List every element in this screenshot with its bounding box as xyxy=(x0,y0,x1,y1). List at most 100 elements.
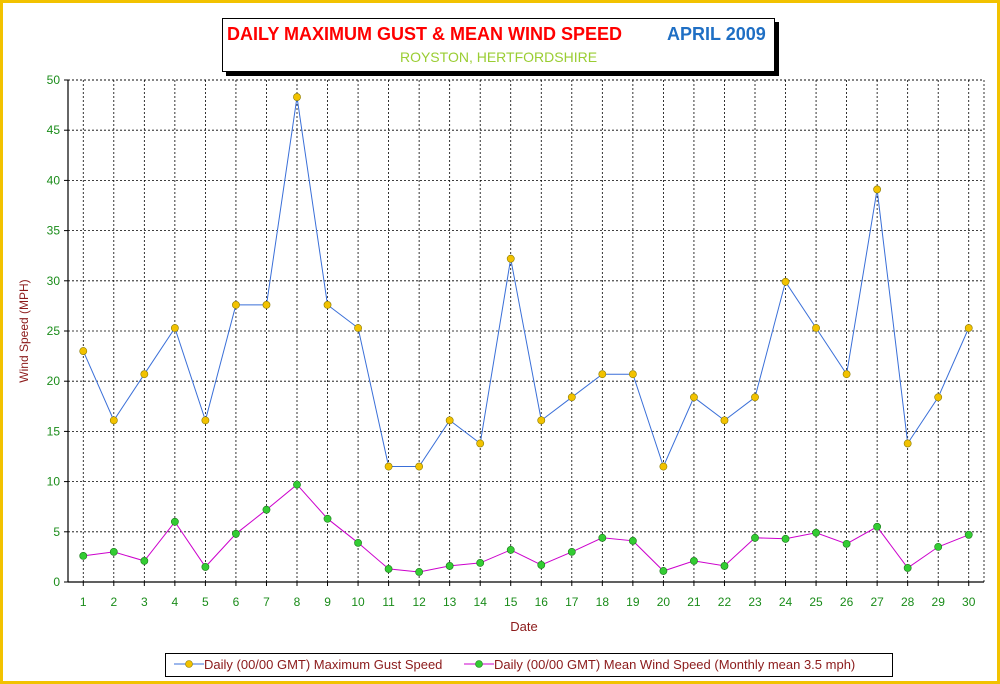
data-point-mean xyxy=(262,505,271,514)
x-tick-label: 1 xyxy=(80,595,87,609)
data-point-gust xyxy=(506,254,515,263)
data-point-gust xyxy=(79,347,88,355)
data-point-gust xyxy=(628,370,637,379)
data-point-mean xyxy=(476,559,485,567)
data-point-gust xyxy=(415,462,424,471)
y-axis-title: Wind Speed (MPH) xyxy=(17,279,31,382)
data-point-gust xyxy=(842,370,851,379)
x-tick-label: 29 xyxy=(932,595,946,609)
data-point-gust xyxy=(659,462,668,471)
data-point-gust xyxy=(903,439,912,448)
x-axis-title: Date xyxy=(510,619,537,634)
data-point-mean xyxy=(323,514,332,523)
data-point-mean xyxy=(567,547,576,556)
y-tick-label: 45 xyxy=(47,123,61,137)
y-tick-label: 40 xyxy=(47,173,61,187)
x-tick-label: 9 xyxy=(324,595,331,609)
x-tick-label: 21 xyxy=(687,595,701,609)
x-tick-label: 20 xyxy=(657,595,671,609)
x-tick-label: 22 xyxy=(718,595,732,609)
data-point-mean xyxy=(201,563,210,571)
y-tick-label: 25 xyxy=(47,324,61,338)
data-point-gust xyxy=(537,416,546,425)
data-point-mean xyxy=(232,529,240,538)
series-line-mean xyxy=(83,483,969,573)
data-point-mean xyxy=(79,551,88,560)
data-point-mean xyxy=(140,557,149,565)
data-point-gust xyxy=(598,370,607,379)
x-tick-label: 25 xyxy=(809,595,823,609)
x-tick-label: 6 xyxy=(233,595,240,609)
chart-subtitle: ROYSTON, HERTFORDSHIRE xyxy=(399,49,598,65)
data-point-mean xyxy=(873,522,882,531)
data-point-mean xyxy=(537,561,546,569)
data-point-gust xyxy=(293,93,301,101)
x-tick-label: 23 xyxy=(748,595,762,609)
data-point-gust xyxy=(232,300,240,309)
data-point-mean xyxy=(751,533,759,542)
data-point-gust xyxy=(354,324,362,332)
data-point-mean xyxy=(445,562,454,570)
data-point-gust xyxy=(445,416,454,425)
x-tick-label: 11 xyxy=(382,595,395,609)
data-point-gust xyxy=(109,416,118,425)
data-point-mean xyxy=(506,545,515,554)
data-point-gust xyxy=(934,393,943,402)
y-tick-label: 35 xyxy=(47,224,61,238)
grid-lines xyxy=(68,79,985,582)
legend-swatch-mean xyxy=(464,660,494,668)
legend-label-gust: Daily (00/00 GMT) Maximum Gust Speed xyxy=(204,657,443,672)
x-tick-label: 30 xyxy=(962,595,976,609)
data-point-mean xyxy=(293,480,301,489)
y-tick-label: 0 xyxy=(53,575,60,589)
data-point-mean xyxy=(659,567,668,575)
data-point-mean xyxy=(720,562,729,570)
y-tick-label: 5 xyxy=(53,525,60,539)
legend-label-mean: Daily (00/00 GMT) Mean Wind Speed (Month… xyxy=(494,657,856,672)
series-layer xyxy=(79,93,973,576)
x-tick-label: 19 xyxy=(626,595,640,609)
x-tick-label: 3 xyxy=(141,595,148,609)
chart-title-period: APRIL 2009 xyxy=(667,24,766,45)
data-point-gust xyxy=(170,324,179,332)
x-tick-label: 14 xyxy=(474,595,488,609)
chart-legend: Daily (00/00 GMT) Maximum Gust Speed Dai… xyxy=(165,653,893,677)
chart-title-main: DAILY MAXIMUM GUST & MEAN WIND SPEED xyxy=(227,24,623,44)
data-point-mean xyxy=(628,536,637,545)
x-tick-label: 24 xyxy=(779,595,793,609)
data-point-gust xyxy=(812,324,820,332)
data-point-mean xyxy=(384,565,393,573)
x-tick-label: 16 xyxy=(535,595,549,609)
data-point-gust xyxy=(720,416,729,425)
data-point-mean xyxy=(812,528,820,537)
y-tick-label: 20 xyxy=(47,374,61,388)
data-point-mean xyxy=(934,542,943,551)
x-tick-label: 10 xyxy=(351,595,365,609)
data-point-mean xyxy=(354,538,362,547)
x-tick-label: 7 xyxy=(263,595,270,609)
y-tick-label: 50 xyxy=(47,73,61,87)
data-point-gust xyxy=(140,370,149,379)
data-point-mean xyxy=(690,557,698,565)
chart-title-year: 2009 xyxy=(725,24,766,44)
y-tick-label: 30 xyxy=(47,274,61,288)
data-point-mean xyxy=(109,547,118,556)
data-point-gust xyxy=(781,277,790,286)
data-point-mean xyxy=(598,533,607,542)
x-tick-label: 27 xyxy=(870,595,884,609)
x-tick-label: 18 xyxy=(596,595,610,609)
x-tick-label: 2 xyxy=(110,595,117,609)
data-point-gust xyxy=(323,300,332,309)
data-point-mean xyxy=(964,530,973,539)
data-point-gust xyxy=(384,462,393,471)
data-point-mean xyxy=(781,534,790,543)
x-tick-label: 28 xyxy=(901,595,915,609)
data-point-mean xyxy=(170,517,179,526)
data-point-gust xyxy=(476,439,485,448)
y-tick-label: 15 xyxy=(47,424,61,438)
data-point-gust xyxy=(873,185,882,194)
data-point-mean xyxy=(903,564,912,572)
data-point-gust xyxy=(567,393,576,402)
